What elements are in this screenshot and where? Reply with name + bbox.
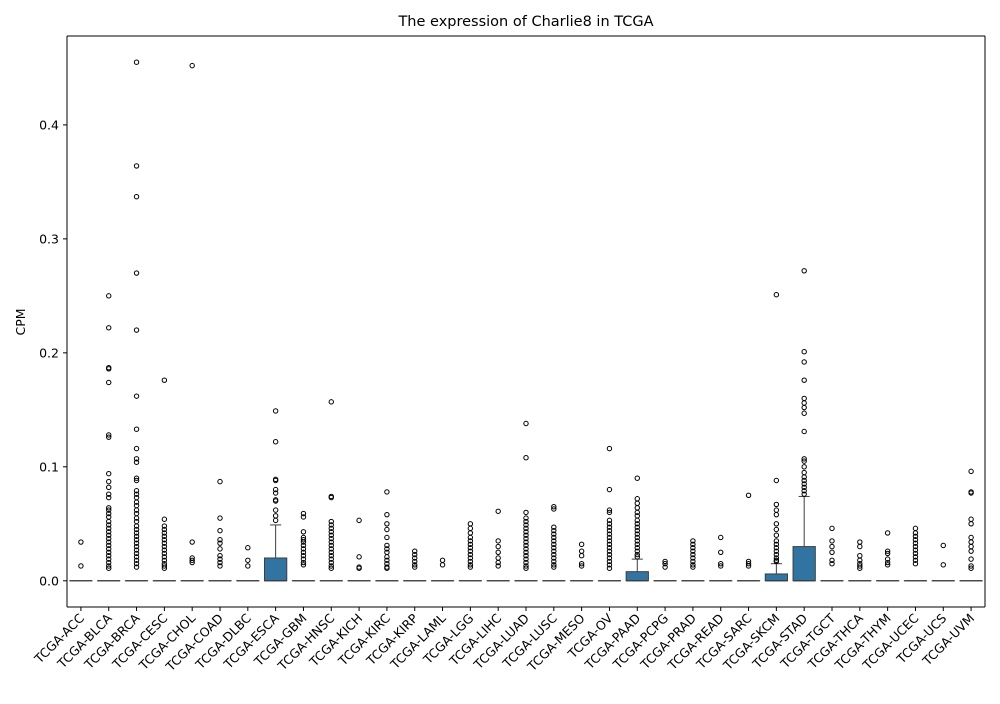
y-tick-label: 0.1 (39, 459, 59, 474)
box (626, 572, 648, 581)
y-tick-label: 0.4 (39, 117, 59, 132)
chart-title: The expression of Charlie8 in TCGA (397, 14, 653, 30)
y-axis-label: CPM (13, 308, 28, 335)
y-tick-label: 0.0 (39, 573, 59, 588)
box (793, 547, 815, 581)
box (765, 574, 787, 581)
y-tick-label: 0.3 (39, 231, 59, 246)
y-tick-label: 0.2 (39, 345, 59, 360)
box (265, 558, 287, 581)
